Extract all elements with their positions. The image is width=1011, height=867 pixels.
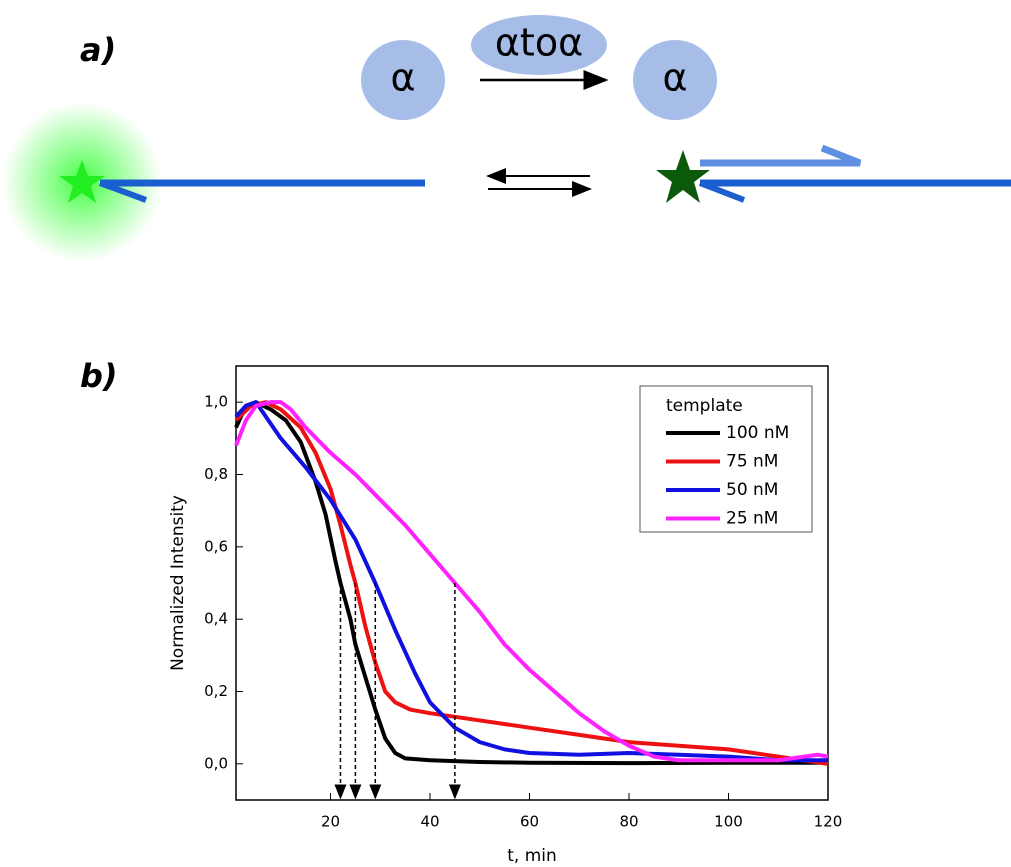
series-line: [234, 400, 828, 766]
legend-label: 100 nM: [726, 423, 789, 443]
panel-label: b): [80, 357, 118, 395]
y-tick-label: 0,6: [204, 537, 228, 555]
x-tick-label: 100: [714, 813, 743, 831]
enzyme-label: αtoα: [495, 21, 583, 65]
chart: 0,0 0,2 0,4 0,6 0,8 1,0 20 40 60 80 100 120 t, min No…: [168, 365, 843, 866]
x-tick-label: 40: [420, 813, 439, 831]
y-tick-label: 1,0: [204, 393, 228, 411]
panel-label: a): [80, 31, 116, 69]
circle: [633, 40, 717, 120]
x-tick-label: 80: [619, 813, 638, 831]
circle-label: α: [662, 56, 687, 100]
legend-label: 25 nM: [726, 509, 778, 529]
y-tick-label: 0,4: [204, 610, 228, 628]
strand: [98, 180, 148, 203]
y-tick-label: 0,8: [204, 465, 228, 483]
x-tick-label: 120: [814, 813, 843, 831]
x-axis-title: t, min: [507, 846, 557, 866]
y-tick-label: 0,2: [204, 682, 228, 700]
strand: [698, 180, 746, 203]
x-tick-label: 60: [520, 813, 539, 831]
star: [59, 160, 105, 203]
legend-label: 75 nM: [726, 452, 778, 472]
legend-label: 50 nM: [726, 480, 778, 500]
primer: [700, 144, 862, 167]
legend-box: [639, 385, 813, 533]
series-line: [234, 400, 828, 763]
series-line: [234, 400, 829, 763]
plot-frame: [235, 365, 829, 801]
x-tick-label: 20: [321, 813, 340, 831]
y-tick-label: 0,0: [204, 754, 228, 772]
enzyme: [471, 15, 607, 75]
star: [656, 150, 710, 203]
circle: [361, 40, 445, 120]
y-axis-title: Normalized Intensity: [168, 495, 188, 671]
series-line: [234, 400, 829, 766]
legend-title: template: [666, 396, 743, 416]
circle-label: α: [390, 56, 415, 100]
